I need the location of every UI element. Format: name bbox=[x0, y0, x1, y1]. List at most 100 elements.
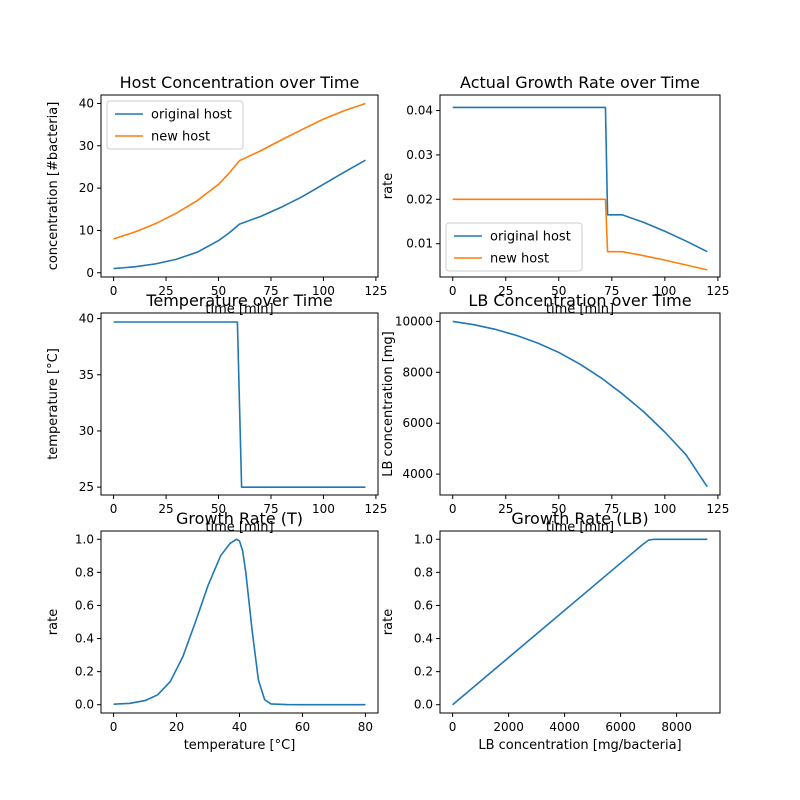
y-tick-label: 1.0 bbox=[414, 532, 433, 546]
x-tick-label: 60 bbox=[295, 720, 310, 734]
x-tick-label: 125 bbox=[706, 502, 729, 516]
panel-6: 0 2000 4000 6000 8000 0.0 0.2 0.4 0.6 0.8 1.0 LB co… bbox=[381, 509, 721, 753]
x-tick-label: 25 bbox=[158, 284, 173, 298]
y-tick-label: 40 bbox=[79, 96, 94, 110]
series-line-2 bbox=[452, 198, 708, 271]
y-tick-label: 30 bbox=[79, 424, 94, 438]
legend-entry: new host bbox=[490, 252, 549, 267]
x-tick-label: 2000 bbox=[493, 720, 524, 734]
y-tick-label: 0 bbox=[86, 266, 94, 280]
x-tick-label: 75 bbox=[604, 284, 619, 298]
y-tick-label: 20 bbox=[79, 181, 94, 195]
chart-title: Growth Rate (T) bbox=[176, 509, 303, 528]
y-tick-label: 0.2 bbox=[414, 665, 433, 679]
x-tick-label: 20 bbox=[169, 720, 184, 734]
y-axis-label: temperature [°C] bbox=[46, 348, 61, 460]
y-tick-label: 0.03 bbox=[406, 148, 433, 162]
x-tick-label: 75 bbox=[263, 502, 278, 516]
chart-title: Growth Rate (LB) bbox=[511, 509, 648, 528]
series-line-1 bbox=[113, 538, 366, 706]
y-tick-label: 0.0 bbox=[75, 698, 94, 712]
series-line-2 bbox=[113, 102, 366, 240]
chart-title: Temperature over Time bbox=[145, 291, 332, 310]
chart-title: Actual Growth Rate over Time bbox=[460, 73, 700, 92]
y-axis-label: rate bbox=[381, 609, 396, 635]
y-axis-label: rate bbox=[46, 609, 61, 635]
y-tick-label: 10000 bbox=[395, 314, 433, 328]
legend-entry: original host bbox=[490, 230, 571, 245]
x-tick-label: 4000 bbox=[549, 720, 580, 734]
series-line-1 bbox=[452, 538, 708, 706]
y-tick-label: 0.6 bbox=[414, 598, 433, 612]
y-tick-label: 40 bbox=[79, 312, 94, 326]
x-tick-label: 40 bbox=[232, 720, 247, 734]
legend-box bbox=[106, 100, 244, 150]
x-tick-label: 50 bbox=[211, 502, 226, 516]
x-tick-label: 0 bbox=[449, 284, 457, 298]
chart-title: Host Concentration over Time bbox=[120, 73, 360, 92]
x-tick-label: 0 bbox=[449, 502, 457, 516]
legend: original host new host bbox=[106, 100, 244, 150]
x-tick-label: 0 bbox=[449, 720, 457, 734]
x-tick-label: 80 bbox=[358, 720, 373, 734]
x-tick-label: 50 bbox=[551, 284, 566, 298]
y-tick-label: 0.8 bbox=[414, 565, 433, 579]
y-tick-label: 6000 bbox=[402, 416, 433, 430]
axes-frame bbox=[100, 312, 379, 496]
x-tick-label: 100 bbox=[653, 284, 676, 298]
x-tick-label: 100 bbox=[312, 502, 335, 516]
x-axis-label: LB concentration [mg/bacteria] bbox=[478, 738, 681, 753]
y-tick-label: 0.01 bbox=[406, 237, 433, 251]
x-tick-label: 100 bbox=[312, 284, 335, 298]
x-tick-label: 75 bbox=[604, 502, 619, 516]
x-tick-label: 75 bbox=[263, 284, 278, 298]
x-tick-label: 6000 bbox=[605, 720, 636, 734]
y-tick-label: 0.4 bbox=[75, 632, 94, 646]
series-line-1 bbox=[113, 159, 366, 270]
legend-entry: original host bbox=[151, 108, 232, 123]
series-line-1 bbox=[452, 320, 708, 488]
x-tick-label: 125 bbox=[364, 284, 387, 298]
x-tick-label: 0 bbox=[110, 720, 118, 734]
legend-entry: new host bbox=[151, 130, 210, 145]
y-axis-label: rate bbox=[381, 173, 396, 199]
series-line-1 bbox=[452, 106, 708, 253]
x-tick-label: 50 bbox=[211, 284, 226, 298]
y-tick-label: 30 bbox=[79, 139, 94, 153]
y-tick-label: 4000 bbox=[402, 467, 433, 481]
x-tick-label: 25 bbox=[498, 502, 513, 516]
y-tick-label: 25 bbox=[79, 480, 94, 494]
y-tick-label: 10 bbox=[79, 223, 94, 237]
y-tick-label: 0.8 bbox=[75, 565, 94, 579]
y-tick-label: 35 bbox=[79, 368, 94, 382]
x-axis-label: temperature [°C] bbox=[184, 738, 296, 753]
y-tick-label: 0.6 bbox=[75, 598, 94, 612]
axes-frame bbox=[100, 94, 379, 278]
y-axis-label: LB concentration [mg] bbox=[381, 331, 396, 477]
legend-box bbox=[445, 222, 583, 272]
axes-frame bbox=[439, 530, 721, 714]
panel-5: 0 20 40 60 80 0.0 0.2 0.4 0.6 0.8 1.0 temperature [… bbox=[46, 509, 379, 753]
x-tick-label: 25 bbox=[498, 284, 513, 298]
x-tick-label: 8000 bbox=[661, 720, 692, 734]
axes-frame bbox=[439, 312, 721, 496]
x-tick-label: 50 bbox=[551, 502, 566, 516]
axes-frame bbox=[439, 94, 721, 278]
x-tick-label: 125 bbox=[364, 502, 387, 516]
x-tick-label: 25 bbox=[158, 502, 173, 516]
y-axis-label: concentration [#bacteria] bbox=[46, 102, 61, 271]
x-tick-label: 0 bbox=[110, 284, 118, 298]
y-tick-label: 8000 bbox=[402, 365, 433, 379]
series-line-1 bbox=[113, 321, 366, 488]
y-tick-label: 0.4 bbox=[414, 632, 433, 646]
chart-title: LB Concentration over Time bbox=[468, 291, 691, 310]
legend: original host new host bbox=[445, 222, 583, 272]
y-tick-label: 0.0 bbox=[414, 698, 433, 712]
y-tick-label: 0.02 bbox=[406, 192, 433, 206]
y-tick-label: 0.2 bbox=[75, 665, 94, 679]
